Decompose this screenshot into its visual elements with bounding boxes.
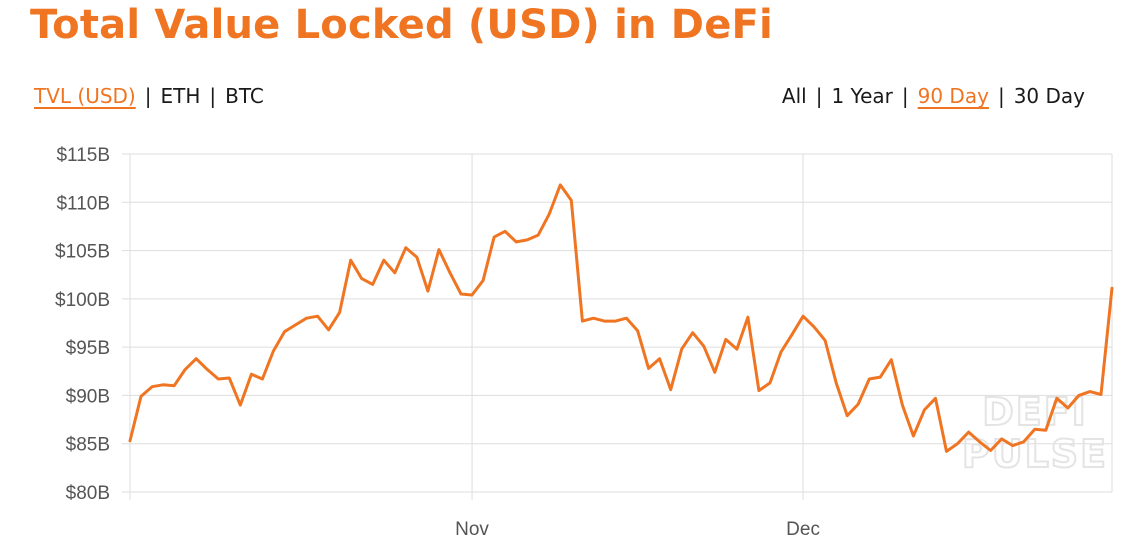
tab-1-year[interactable]: 1 Year — [831, 84, 893, 108]
tab-tvl-usd[interactable]: TVL (USD) — [34, 84, 136, 108]
x-tick-label: Nov — [455, 519, 489, 540]
separator: | — [209, 84, 217, 108]
separator: | — [144, 84, 152, 108]
y-tick-label: $105B — [55, 242, 110, 263]
y-tick-label: $110B — [56, 193, 110, 214]
y-tick-label: $85B — [66, 435, 110, 456]
page-title: Total Value Locked (USD) in DeFi — [30, 2, 773, 48]
metric-tabs: TVL (USD) | ETH | BTC — [34, 84, 264, 108]
tab-btc[interactable]: BTC — [225, 84, 264, 108]
y-tick-label: $90B — [66, 386, 110, 407]
separator: | — [997, 84, 1005, 108]
y-tick-label: $115B — [56, 145, 110, 166]
separator: | — [901, 84, 909, 108]
y-tick-label: $80B — [66, 483, 110, 504]
series-line — [128, 183, 1114, 453]
x-tick-label: Dec — [786, 519, 820, 540]
watermark-logo: PULSE — [962, 432, 1108, 476]
separator: | — [815, 84, 823, 108]
watermark-logo: DEFI — [982, 390, 1088, 434]
tab-all[interactable]: All — [781, 84, 807, 108]
y-tick-label: $100B — [55, 290, 110, 311]
tab-30-day[interactable]: 30 Day — [1013, 84, 1085, 108]
tab-eth[interactable]: ETH — [160, 84, 201, 108]
tab-90-day[interactable]: 90 Day — [917, 84, 989, 108]
range-tabs: All | 1 Year | 90 Day | 30 Day — [782, 84, 1085, 108]
y-tick-label: $95B — [66, 338, 110, 359]
